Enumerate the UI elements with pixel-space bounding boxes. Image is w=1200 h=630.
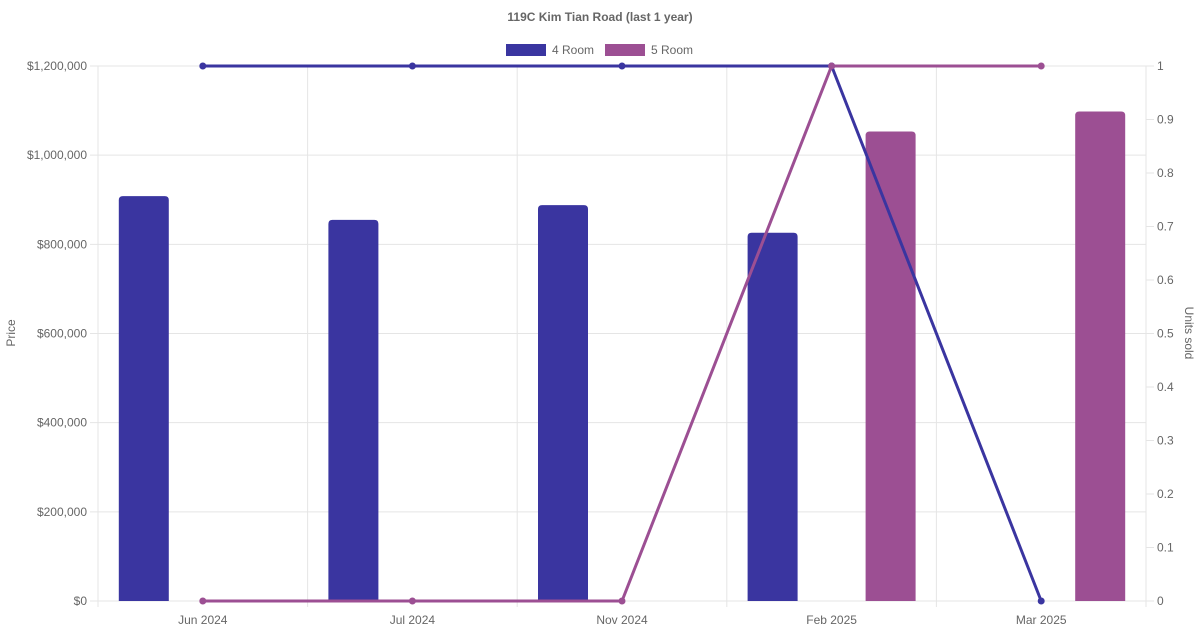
y2-tick-label: 0.5 [1157,327,1174,341]
y-axis-title: Price [4,319,18,347]
lines [199,62,1045,605]
y-tick-label: $600,000 [37,327,87,341]
y2-tick-label: 0 [1157,594,1164,608]
bar-5-room [1075,111,1126,601]
y-tick-label: $200,000 [37,505,87,519]
y2-axis-title: Units sold [1182,307,1196,360]
x-tick-label: Feb 2025 [806,613,857,627]
legend-label-5-room: 5 Room [651,43,693,57]
y2-tick-label: 1 [1157,59,1164,73]
y2-tick-label: 0.3 [1157,434,1174,448]
point-4-room [1037,597,1045,605]
grid [90,65,1154,607]
bar-5-room [865,131,916,601]
y-tick-label: $400,000 [37,416,87,430]
legend-label-4-room: 4 Room [552,43,594,57]
point-4-room [199,62,207,70]
x-tick-label: Nov 2024 [596,613,648,627]
bar-4-room [328,219,379,601]
chart-title: 119C Kim Tian Road (last 1 year) [507,10,692,24]
bar-4-room [747,232,798,601]
legend-item-4-room[interactable]: 4 Room [506,43,594,57]
x-tick-label: Jun 2024 [178,613,228,627]
y2-tick-label: 0.2 [1157,487,1174,501]
point-4-room [408,62,416,70]
y-tick-label: $800,000 [37,237,87,251]
y2-tick-label: 0.1 [1157,541,1174,555]
legend-swatch-4-room [506,44,546,56]
legend-swatch-5-room [605,44,645,56]
x-tick-label: Jul 2024 [390,613,436,627]
y2-tick-label: 0.9 [1157,113,1174,127]
point-4-room [618,62,626,70]
legend-item-5-room[interactable]: 5 Room [605,43,693,57]
bars [118,111,1126,601]
point-5-room [408,597,416,605]
y2-tick-label: 0.7 [1157,220,1174,234]
y-tick-label: $1,200,000 [27,59,87,73]
y-tick-label: $1,000,000 [27,148,87,162]
y2-tick-label: 0.8 [1157,166,1174,180]
y-tick-label: $0 [74,594,88,608]
point-5-room [618,597,626,605]
y2-tick-label: 0.4 [1157,380,1174,394]
x-tick-label: Mar 2025 [1016,613,1067,627]
bar-4-room [118,196,169,601]
y2-tick-label: 0.6 [1157,273,1174,287]
point-5-room [828,62,836,70]
legend: 4 Room 5 Room [506,43,693,57]
point-5-room [199,597,207,605]
bar-4-room [538,205,588,601]
point-5-room [1037,62,1045,70]
tick-labels: $0 $200,000 $400,000 $600,000 $800,000 $1,000… [27,59,1174,627]
